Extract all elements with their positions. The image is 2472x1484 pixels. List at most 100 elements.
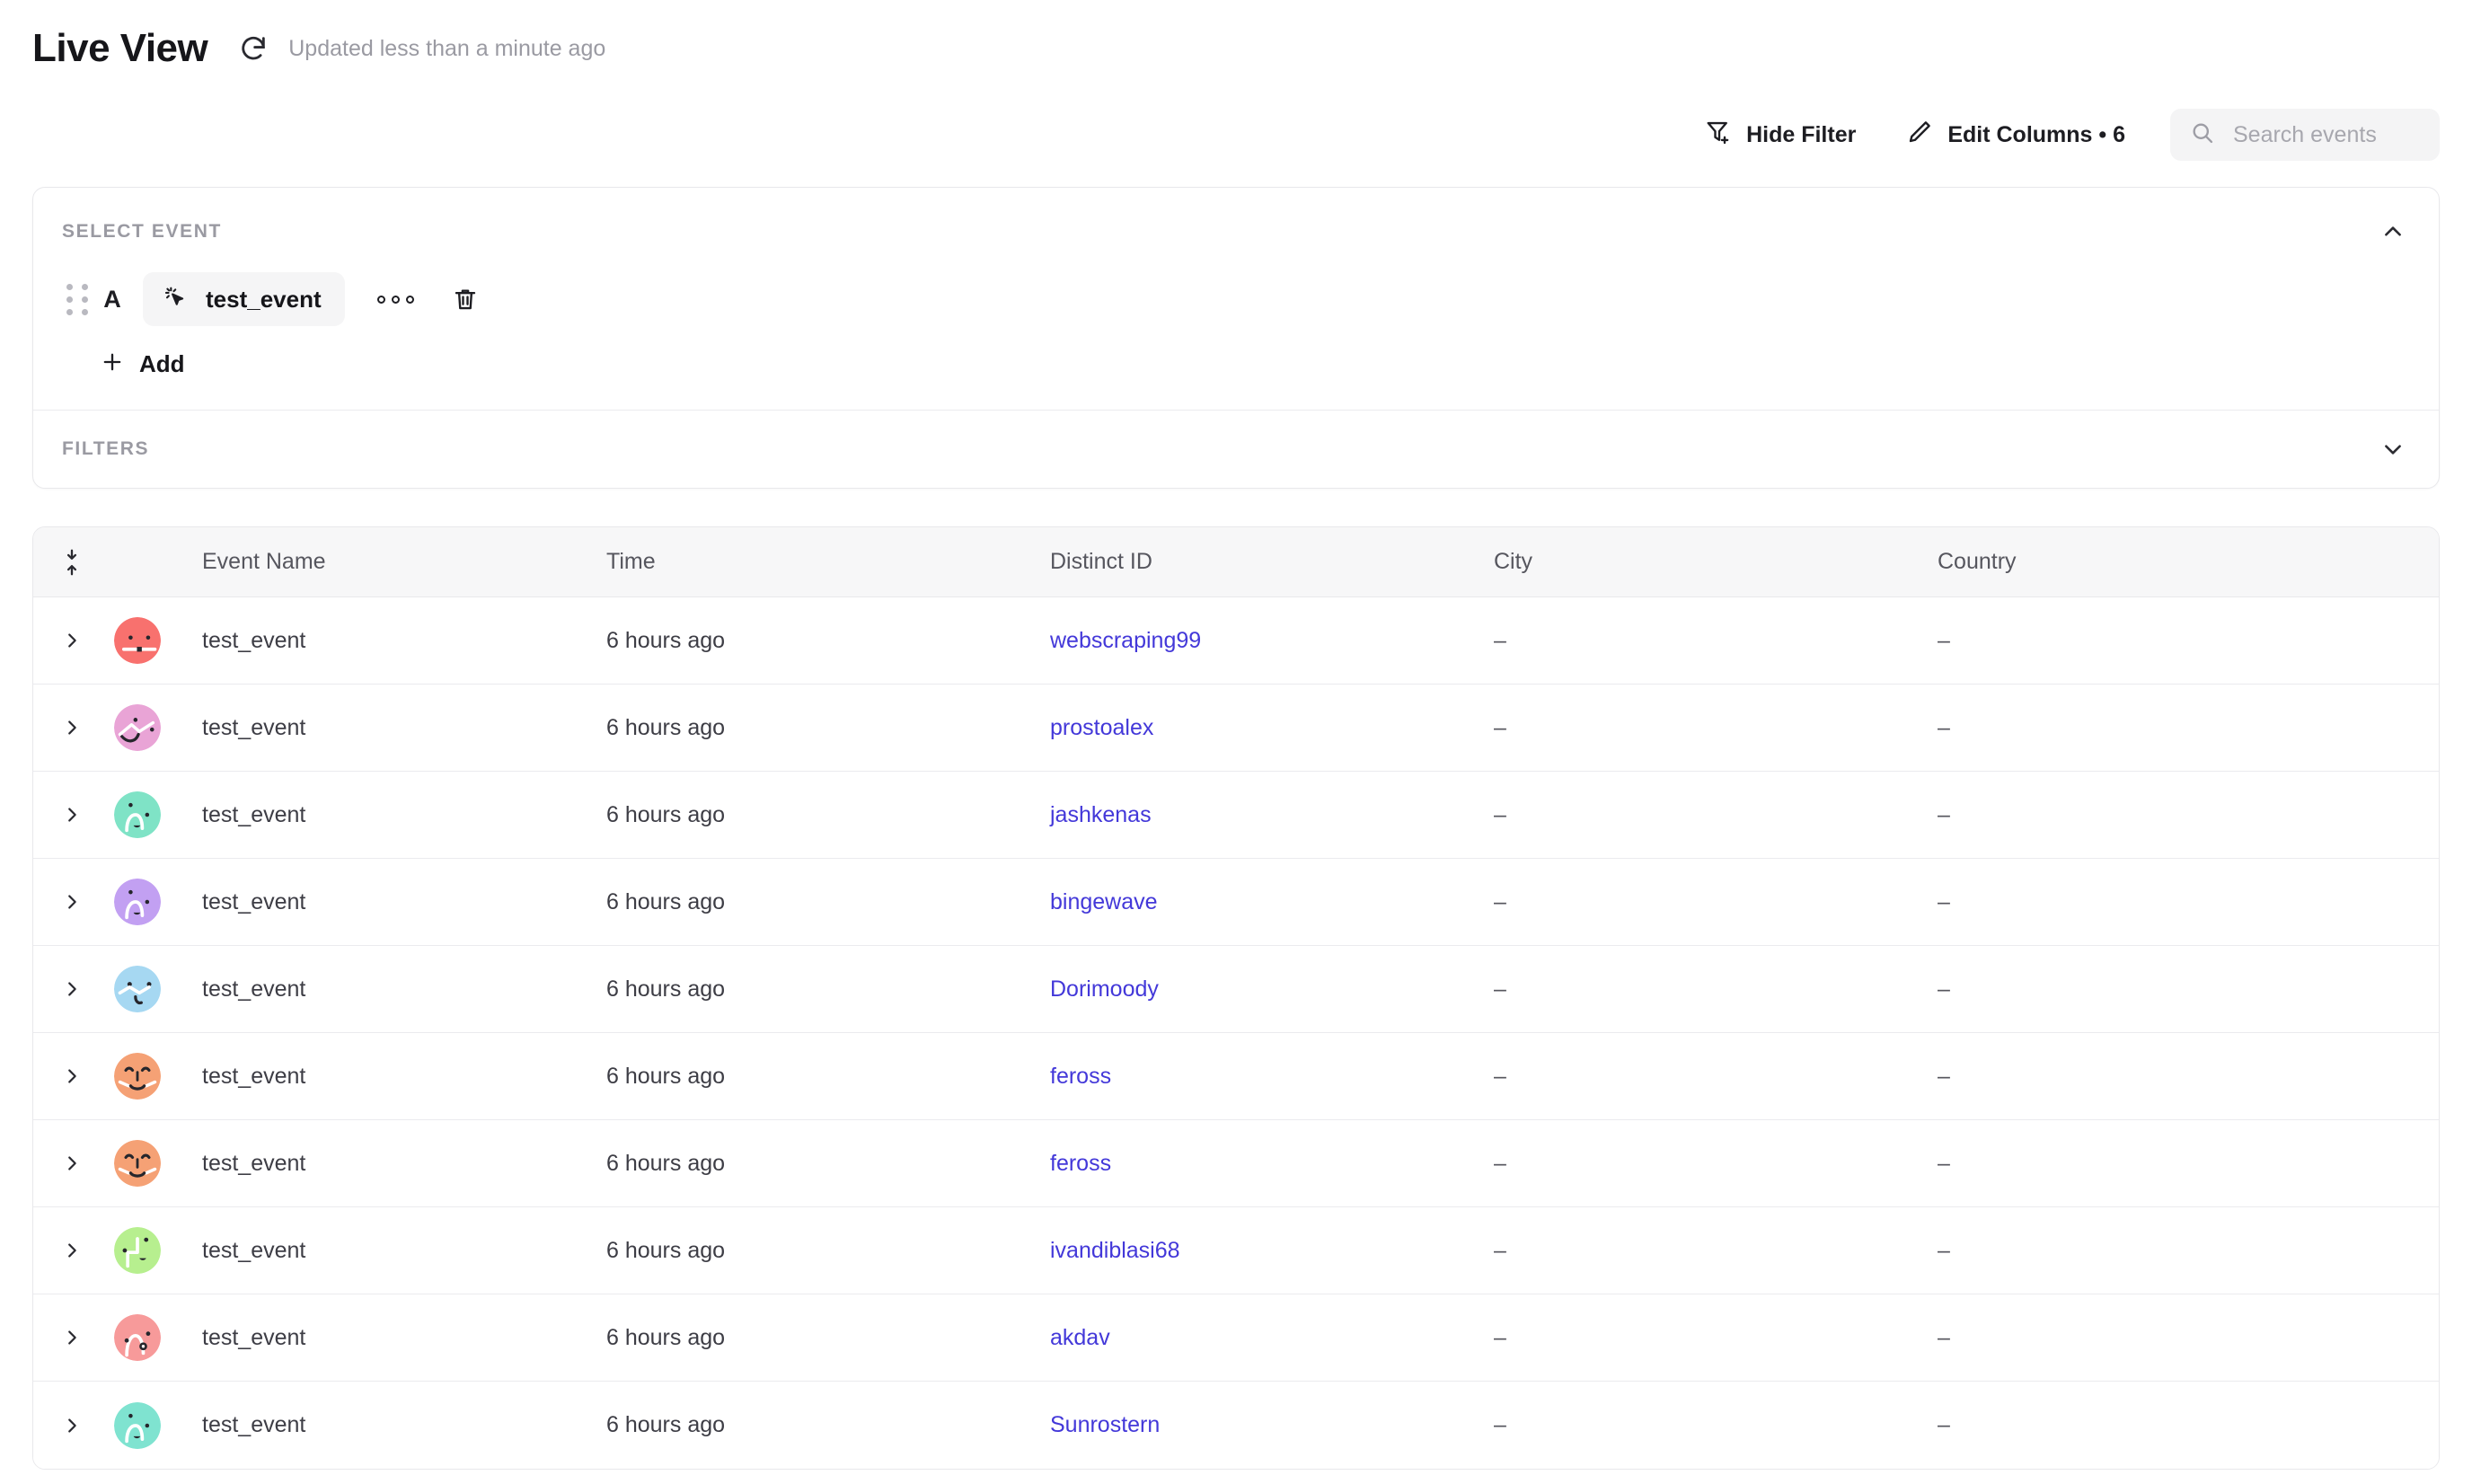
cell-distinct-id[interactable]: Dorimoody — [1050, 976, 1494, 1003]
cell-distinct-id[interactable]: bingewave — [1050, 889, 1494, 915]
column-header-time[interactable]: Time — [606, 549, 656, 574]
column-header-event-name[interactable]: Event Name — [202, 549, 326, 574]
hide-filter-label: Hide Filter — [1746, 121, 1857, 147]
chevron-right-icon[interactable] — [33, 1153, 110, 1173]
cell-city: – — [1494, 1063, 1506, 1089]
chevron-down-icon[interactable] — [2376, 432, 2410, 466]
table-row[interactable]: test_event 6 hours ago Sunrostern – – — [33, 1382, 2439, 1469]
page-header: Live View Updated less than a minute ago — [32, 0, 2440, 97]
filters-section[interactable]: FILTERS — [33, 411, 2439, 488]
distinct-id-link: akdav — [1050, 1324, 1110, 1350]
edit-columns-button[interactable]: Edit Columns • 6 — [1894, 110, 2138, 161]
cell-distinct-id[interactable]: ivandiblasi68 — [1050, 1238, 1494, 1264]
chevron-up-icon[interactable] — [2376, 215, 2410, 249]
cell-city: – — [1494, 1412, 1506, 1437]
distinct-id-link: ivandiblasi68 — [1050, 1237, 1180, 1263]
distinct-id-link: feross — [1050, 1150, 1112, 1176]
cell-event-name: test_event — [202, 1237, 306, 1263]
avatar — [110, 1314, 164, 1361]
cell-distinct-id[interactable]: jashkenas — [1050, 802, 1494, 828]
filters-label: FILTERS — [62, 438, 150, 459]
cell-country: – — [1938, 1237, 1950, 1263]
refresh-icon[interactable] — [238, 33, 269, 64]
drag-handle-icon[interactable] — [62, 283, 93, 315]
select-event-section: SELECT EVENT A — [33, 188, 2439, 410]
chevron-right-icon[interactable] — [33, 1328, 110, 1347]
cell-distinct-id[interactable]: webscraping99 — [1050, 628, 1494, 654]
cell-city: – — [1494, 714, 1506, 740]
avatar — [110, 1227, 164, 1274]
cell-distinct-id[interactable]: Sunrostern — [1050, 1412, 1494, 1438]
table-row[interactable]: test_event 6 hours ago jashkenas – – — [33, 772, 2439, 859]
collapse-all-icon[interactable] — [33, 549, 110, 576]
table-row[interactable]: test_event 6 hours ago Dorimoody – – — [33, 946, 2439, 1033]
cell-event-name: test_event — [202, 888, 306, 914]
plus-icon — [100, 349, 125, 379]
table-row[interactable]: test_event 6 hours ago ivandiblasi68 – – — [33, 1207, 2439, 1294]
search-events-box[interactable]: Search events — [2170, 109, 2440, 161]
cell-city: – — [1494, 627, 1506, 653]
cell-distinct-id[interactable]: feross — [1050, 1151, 1494, 1177]
card-divider — [33, 410, 2439, 411]
table-row[interactable]: test_event 6 hours ago akdav – – — [33, 1294, 2439, 1382]
edit-columns-label: Edit Columns • 6 — [1947, 121, 2125, 147]
cell-country: – — [1938, 801, 1950, 827]
cell-time: 6 hours ago — [606, 714, 726, 740]
table-row[interactable]: test_event 6 hours ago bingewave – – — [33, 859, 2439, 946]
chevron-right-icon[interactable] — [33, 718, 110, 738]
chevron-right-icon[interactable] — [33, 979, 110, 999]
cell-distinct-id[interactable]: akdav — [1050, 1325, 1494, 1351]
cell-country: – — [1938, 627, 1950, 653]
chevron-right-icon[interactable] — [33, 1241, 110, 1260]
cell-distinct-id[interactable]: prostoalex — [1050, 715, 1494, 741]
cell-event-name: test_event — [202, 714, 306, 740]
chevron-right-icon[interactable] — [33, 1066, 110, 1086]
column-header-distinct-id[interactable]: Distinct ID — [1050, 549, 1152, 574]
table-header-row: Event Name Time Distinct ID City Country — [33, 527, 2439, 597]
search-icon — [2190, 120, 2215, 150]
distinct-id-link: prostoalex — [1050, 714, 1154, 740]
chevron-right-icon[interactable] — [33, 1416, 110, 1435]
cell-time: 6 hours ago — [606, 888, 726, 914]
distinct-id-link: Sunrostern — [1050, 1412, 1161, 1437]
column-header-country[interactable]: Country — [1938, 549, 2017, 574]
cell-time: 6 hours ago — [606, 1063, 726, 1089]
cell-time: 6 hours ago — [606, 1324, 726, 1350]
table-row[interactable]: test_event 6 hours ago prostoalex – – — [33, 685, 2439, 772]
column-header-city[interactable]: City — [1494, 549, 1533, 574]
avatar — [110, 879, 164, 925]
chevron-right-icon[interactable] — [33, 892, 110, 912]
ellipsis-icon[interactable] — [368, 287, 423, 313]
cell-city: – — [1494, 888, 1506, 914]
series-letter: A — [103, 285, 121, 313]
cell-event-name: test_event — [202, 1150, 306, 1176]
cell-city: – — [1494, 1150, 1506, 1176]
avatar — [110, 704, 164, 751]
filter-plus-icon — [1705, 119, 1732, 152]
cell-time: 6 hours ago — [606, 1412, 726, 1437]
distinct-id-link: webscraping99 — [1050, 627, 1202, 653]
add-label: Add — [139, 350, 185, 377]
cell-city: – — [1494, 801, 1506, 827]
select-event-header: SELECT EVENT — [62, 188, 2410, 249]
last-updated-text: Updated less than a minute ago — [288, 35, 606, 61]
cell-event-name: test_event — [202, 1412, 306, 1437]
cell-country: – — [1938, 888, 1950, 914]
chevron-right-icon[interactable] — [33, 805, 110, 825]
query-builder-card: SELECT EVENT A — [32, 187, 2440, 489]
table-row[interactable]: test_event 6 hours ago feross – – — [33, 1033, 2439, 1120]
event-chip-test-event[interactable]: test_event — [143, 272, 345, 326]
cell-distinct-id[interactable]: feross — [1050, 1064, 1494, 1090]
table-row[interactable]: test_event 6 hours ago feross – – — [33, 1120, 2439, 1207]
search-input[interactable]: Search events — [2233, 121, 2377, 147]
trash-icon[interactable] — [446, 280, 484, 318]
cell-city: – — [1494, 1237, 1506, 1263]
add-event-button[interactable]: Add — [100, 349, 185, 410]
events-table: Event Name Time Distinct ID City Country… — [32, 526, 2440, 1470]
hide-filter-button[interactable]: Hide Filter — [1692, 110, 1868, 161]
table-row[interactable]: test_event 6 hours ago webscraping99 – – — [33, 597, 2439, 685]
chevron-right-icon[interactable] — [33, 631, 110, 650]
event-chip-label: test_event — [206, 285, 322, 313]
cell-time: 6 hours ago — [606, 801, 726, 827]
